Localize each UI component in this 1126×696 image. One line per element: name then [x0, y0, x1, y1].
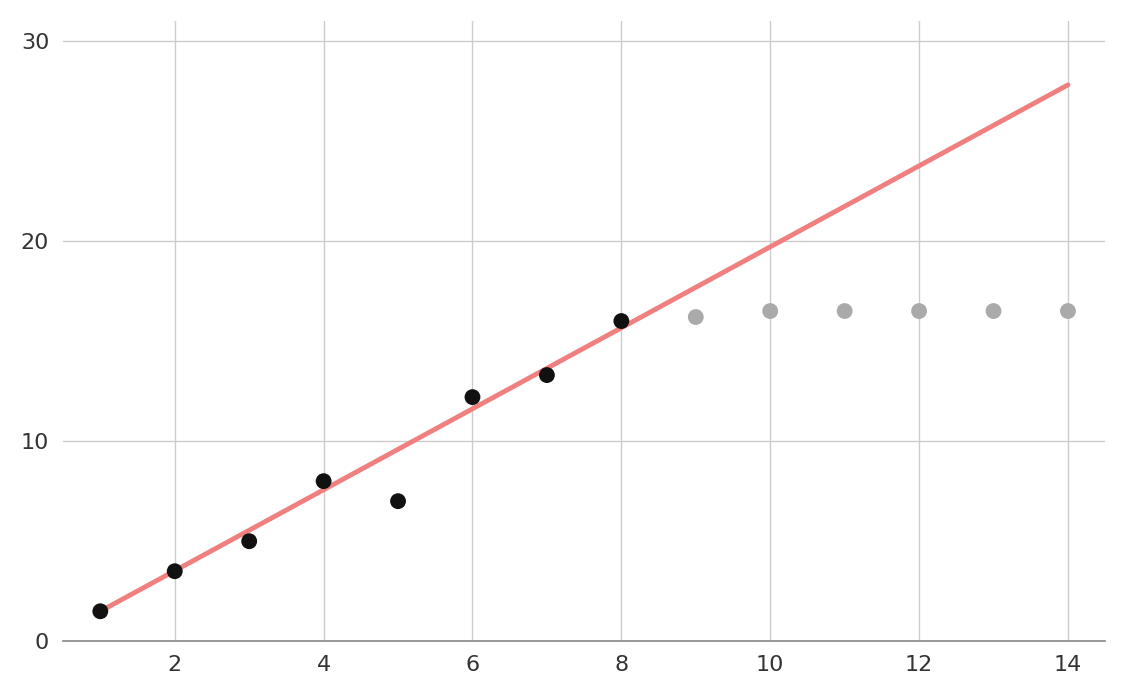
Point — [538, 370, 556, 381]
Point — [613, 315, 631, 326]
Point — [910, 306, 928, 317]
Point — [687, 312, 705, 323]
Point — [984, 306, 1002, 317]
Point — [1058, 306, 1076, 317]
Point — [761, 306, 779, 317]
Point — [91, 606, 109, 617]
Point — [835, 306, 854, 317]
Point — [166, 566, 184, 577]
Point — [314, 475, 332, 487]
Point — [464, 392, 482, 403]
Point — [390, 496, 408, 507]
Point — [240, 536, 258, 547]
